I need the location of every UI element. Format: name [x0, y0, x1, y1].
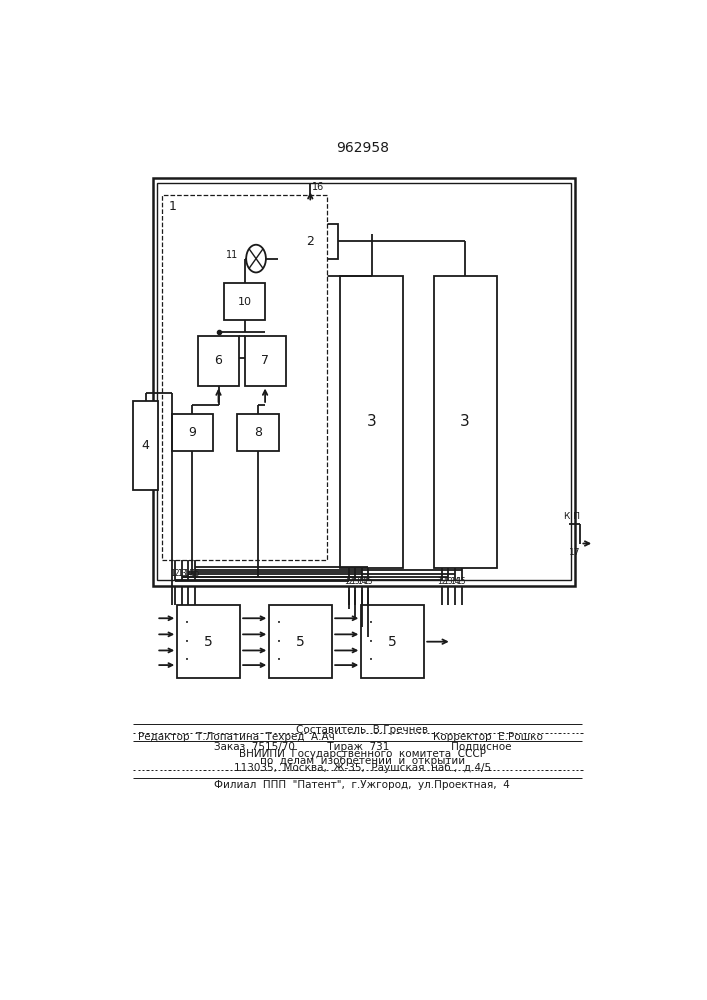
Text: 962958: 962958 [336, 141, 389, 155]
Bar [134, 401, 158, 490]
Text: 14: 14 [450, 577, 460, 586]
Text: 10: 10 [238, 297, 252, 307]
Bar [269, 605, 332, 678]
Text: Составитель  В.Гречнев: Составитель В.Гречнев [296, 725, 428, 735]
Text: 15: 15 [363, 577, 373, 586]
Text: 14: 14 [183, 569, 193, 578]
Text: 12: 12 [344, 577, 354, 586]
Text: 5: 5 [388, 635, 397, 649]
Bar [245, 336, 286, 386]
Bar [341, 276, 404, 568]
Text: 9: 9 [188, 426, 196, 439]
Bar [157, 183, 571, 580]
Text: 6: 6 [214, 354, 223, 367]
Text: Корректор  Е.Рошко: Корректор Е.Рошко [433, 732, 543, 742]
Bar [283, 224, 338, 259]
Text: •: • [277, 620, 281, 626]
Bar [361, 605, 424, 678]
Text: Филиал  ППП  "Патент",  г.Ужгород,  ул.Проектная,  4: Филиал ППП "Патент", г.Ужгород, ул.Проек… [214, 780, 510, 790]
Text: •: • [369, 639, 373, 645]
Text: 16: 16 [312, 182, 325, 192]
Text: ВНИИПИ  Государственного  комитета  СССР: ВНИИПИ Государственного комитета СССР [239, 749, 486, 759]
Text: •: • [369, 620, 373, 626]
Text: 4: 4 [141, 439, 150, 452]
Text: 14: 14 [357, 577, 367, 586]
Text: 13: 13 [351, 577, 360, 586]
Text: 12: 12 [170, 569, 180, 578]
Text: 12: 12 [437, 577, 447, 586]
Text: •: • [277, 657, 281, 663]
Text: 13: 13 [443, 577, 453, 586]
Bar [172, 414, 213, 451]
Text: 3: 3 [367, 414, 377, 429]
Bar [198, 336, 239, 386]
Text: 15: 15 [190, 569, 199, 578]
Bar [163, 195, 327, 560]
Text: 1: 1 [169, 200, 177, 213]
Text: Редактор  Т.Лопатина  Техред  А.Ач: Редактор Т.Лопатина Техред А.Ач [138, 732, 334, 742]
Text: К П: К П [564, 512, 580, 521]
Text: •: • [277, 639, 281, 645]
Bar [433, 276, 496, 568]
Text: Заказ  7515/70          Тираж  731                   Подписное: Заказ 7515/70 Тираж 731 Подписное [214, 742, 511, 752]
Bar [238, 414, 279, 451]
Text: 8: 8 [254, 426, 262, 439]
Text: 5: 5 [204, 635, 213, 649]
Text: •: • [369, 657, 373, 663]
Text: 15: 15 [457, 577, 467, 586]
Bar [224, 283, 265, 320]
Text: •: • [185, 657, 189, 663]
Text: 7: 7 [261, 354, 269, 367]
Bar [177, 605, 240, 678]
Text: 113035,  Москва,  Ж-35,  Раушская  наб.,  д.4/5: 113035, Москва, Ж-35, Раушская наб., д.4… [234, 763, 491, 773]
Text: по  делам  изобретений  и  открытий: по делам изобретений и открытий [259, 756, 465, 766]
Text: •: • [185, 639, 189, 645]
Text: 2: 2 [306, 235, 314, 248]
Bar [153, 178, 575, 586]
Text: 3: 3 [460, 414, 470, 429]
Text: 5: 5 [296, 635, 305, 649]
Text: •: • [185, 620, 189, 626]
Text: 17: 17 [569, 548, 580, 557]
Text: 13: 13 [177, 569, 187, 578]
Text: 11: 11 [226, 250, 238, 260]
